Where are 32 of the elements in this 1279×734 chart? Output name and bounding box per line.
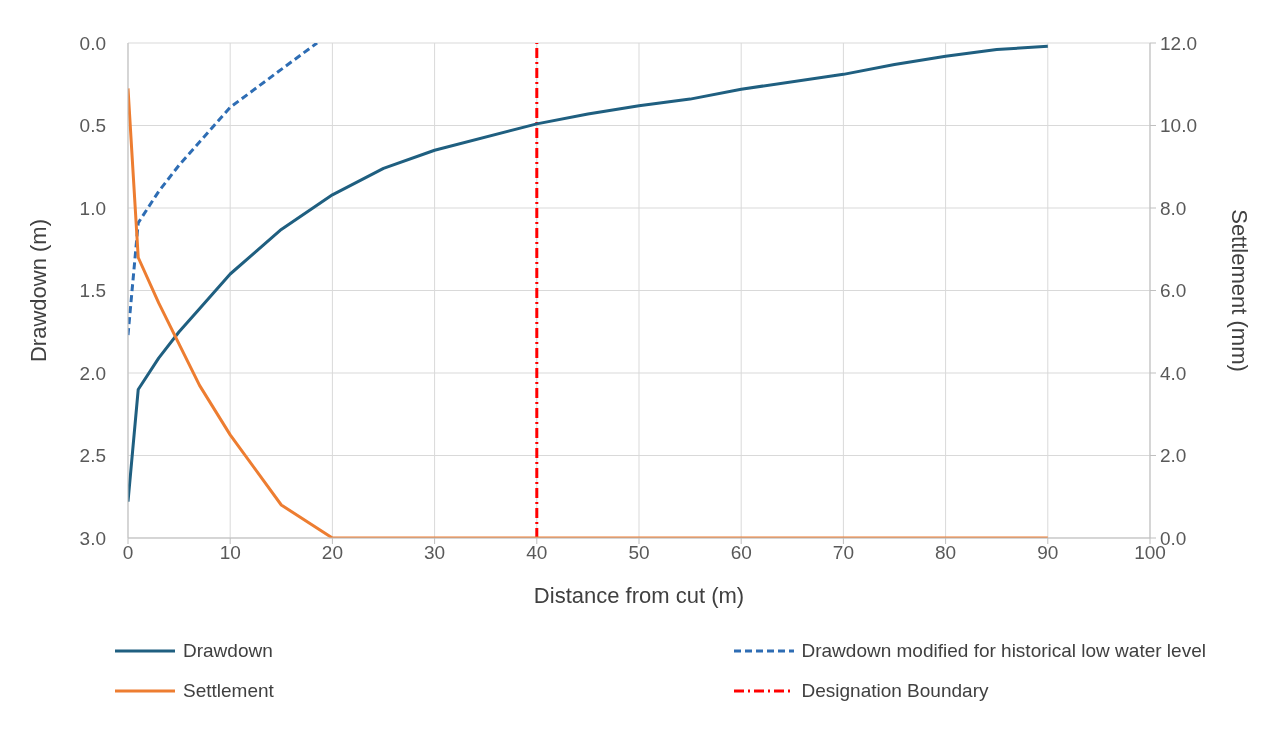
y2-axis-title: Settlement (mm) — [1227, 209, 1253, 372]
legend-label: Designation Boundary — [801, 680, 989, 702]
y-axis-title: Drawdown (m) — [25, 218, 51, 363]
x-tick-label: 50 — [628, 541, 650, 563]
x-tick-label: 0 — [122, 541, 134, 563]
y2-tick-label: 12.0 — [1160, 32, 1197, 54]
x-tick-label: 40 — [526, 541, 548, 563]
y2-tick-label: 2.0 — [1160, 445, 1187, 466]
legend-label: Drawdown — [183, 640, 273, 662]
legend-label: Drawdown modified for historical low water level — [801, 640, 1206, 662]
y-tick-label: 0.0 — [79, 32, 106, 54]
y-tick-label: 3.0 — [79, 527, 106, 549]
line-series — [128, 44, 1050, 504]
y-tick-label: 1.5 — [79, 280, 106, 301]
y2-tick-label: 8.0 — [1160, 197, 1187, 219]
legend-label: Settlement — [183, 680, 274, 702]
y-tick-label: 2.5 — [79, 445, 106, 466]
y-tick-label: 1.0 — [79, 197, 106, 219]
x-tick-label: 90 — [1037, 541, 1059, 563]
x-tick-label: 80 — [935, 541, 957, 563]
line-series — [128, 43, 319, 337]
x-tick-label: 60 — [730, 541, 752, 563]
x-tick-label: 70 — [832, 541, 854, 563]
y-tick-label: 0.5 — [79, 115, 106, 136]
x-tick-label: 10 — [219, 541, 241, 563]
y-tick-label: 2.0 — [79, 362, 106, 384]
x-axis-title: Distance from cut (m) — [533, 583, 745, 608]
x-tick-label: 20 — [321, 541, 343, 563]
x-tick-label: 30 — [424, 541, 446, 563]
y2-tick-label: 10.0 — [1160, 115, 1197, 136]
y2-tick-label: 6.0 — [1160, 280, 1187, 301]
y2-tick-label: 4.0 — [1160, 362, 1187, 384]
